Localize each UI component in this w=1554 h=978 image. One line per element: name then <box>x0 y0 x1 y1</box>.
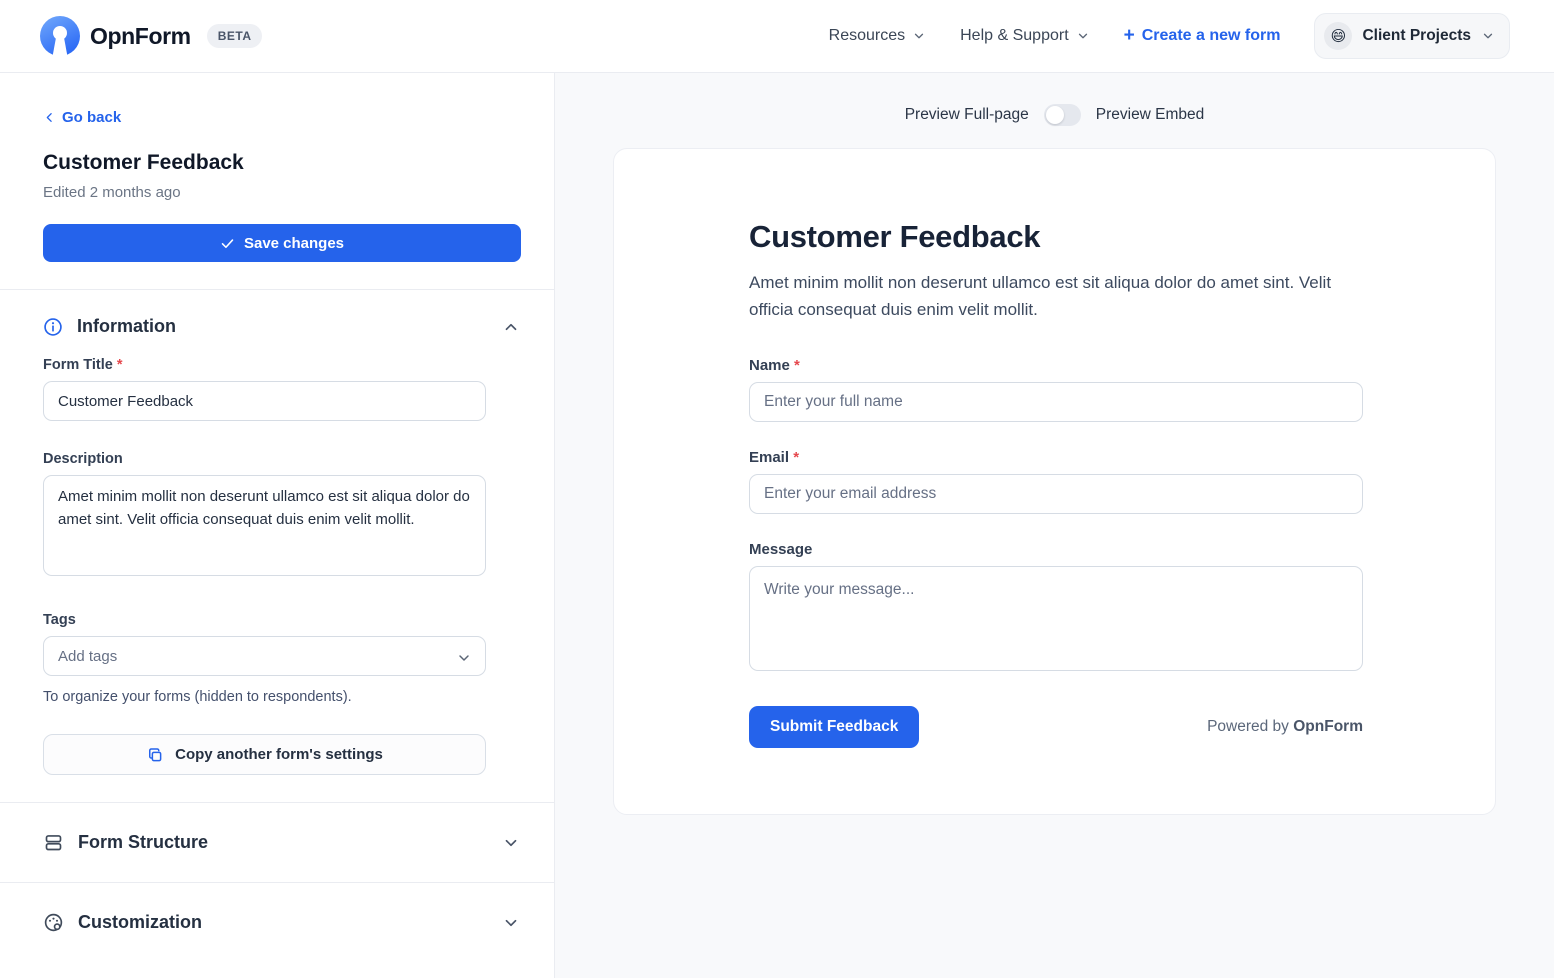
message-textarea[interactable] <box>749 566 1363 672</box>
copy-form-settings-button[interactable]: Copy another form's settings <box>43 734 486 775</box>
chevron-down-icon[interactable] <box>456 650 472 666</box>
brand[interactable]: OpnForm BETA <box>40 16 263 56</box>
header-nav: Resources Help & Support + Create a new … <box>829 13 1510 59</box>
plus-icon: + <box>1123 24 1135 46</box>
preview-fullpage-label[interactable]: Preview Full-page <box>904 106 1029 123</box>
chevron-left-icon <box>46 113 52 122</box>
app-header: OpnForm BETA Resources Help & Support + … <box>0 0 1554 73</box>
workspace-avatar: 😄 <box>1324 22 1353 50</box>
switch-knob <box>1045 106 1064 124</box>
copy-form-settings-label: Copy another form's settings <box>175 746 383 763</box>
tags-input[interactable] <box>43 636 486 676</box>
name-field-label: Name * <box>749 357 800 375</box>
form-preview-card: Customer Feedback Amet minim mollit non … <box>613 148 1496 815</box>
workspace-selector[interactable]: 😄 Client Projects <box>1314 13 1510 59</box>
description-textarea[interactable]: Amet minim mollit non deserunt ullamco e… <box>43 475 486 576</box>
required-mark: * <box>116 357 123 373</box>
preview-form-title: Customer Feedback <box>749 219 1041 254</box>
save-changes-label: Save changes <box>243 234 345 252</box>
preview-form-description: Amet minim mollit non deserunt ullamco e… <box>749 273 1332 319</box>
workspace-label: Client Projects <box>1362 27 1471 44</box>
chevron-down-icon <box>1483 33 1493 39</box>
tags-help-text: To organize your forms (hidden to respon… <box>43 689 352 705</box>
section-form-structure: Form Structure <box>0 802 554 882</box>
chevron-down-icon <box>1078 33 1087 39</box>
save-changes-button[interactable]: Save changes <box>43 224 521 262</box>
powered-by-brand: OpnForm <box>1293 718 1363 736</box>
powered-by-text[interactable]: Powered by OpnForm <box>1207 718 1363 736</box>
section-information: Information Form Title * Description Ame… <box>0 289 554 802</box>
preview-embed-label[interactable]: Preview Embed <box>1095 106 1205 123</box>
copy-icon <box>149 747 162 761</box>
preview-area: Preview Full-page Preview Embed Customer… <box>555 73 1554 978</box>
opnform-logo-icon <box>40 16 80 56</box>
tags-label: Tags <box>43 612 76 628</box>
palette-icon <box>44 913 63 932</box>
required-mark: * <box>794 357 800 375</box>
beta-badge: BETA <box>206 24 263 48</box>
info-icon <box>44 317 62 336</box>
form-title-label: Form Title * <box>43 357 123 373</box>
nav-resources[interactable]: Resources <box>829 27 926 45</box>
create-new-form-link[interactable]: + Create a new form <box>1123 24 1281 46</box>
email-field-label: Email * <box>749 449 800 467</box>
settings-sidebar: Go back Customer Feedback Edited 2 month… <box>0 73 555 978</box>
section-customization: Customization <box>0 882 554 962</box>
nav-help-support-label: Help & Support <box>960 27 1069 44</box>
section-information-header[interactable]: Information <box>0 290 554 357</box>
form-title-input[interactable] <box>43 381 486 421</box>
section-customization-title: Customization <box>78 912 202 932</box>
nav-resources-label: Resources <box>828 27 906 44</box>
section-form-structure-title: Form Structure <box>78 832 209 852</box>
create-new-form-label: Create a new form <box>1141 27 1281 44</box>
section-information-title: Information <box>77 316 176 336</box>
section-form-structure-header[interactable]: Form Structure <box>0 803 554 882</box>
preview-mode-toggle-row: Preview Full-page Preview Embed <box>555 104 1554 126</box>
last-edited-text: Edited 2 months ago <box>43 184 181 201</box>
check-icon <box>221 238 234 248</box>
preview-mode-switch[interactable] <box>1043 104 1081 126</box>
description-label: Description <box>43 451 123 467</box>
required-mark: * <box>793 449 800 467</box>
chevron-down-icon <box>914 33 924 39</box>
go-back-label: Go back <box>62 109 122 126</box>
form-name-heading: Customer Feedback <box>43 151 244 174</box>
nav-help-support[interactable]: Help & Support <box>960 27 1090 45</box>
email-input[interactable] <box>749 474 1363 515</box>
submit-feedback-button[interactable]: Submit Feedback <box>749 706 920 749</box>
message-field-label: Message <box>749 541 813 559</box>
chevron-up-icon[interactable] <box>502 318 520 336</box>
section-customization-header[interactable]: Customization <box>0 883 554 962</box>
go-back-link[interactable]: Go back <box>43 109 121 126</box>
chevron-down-icon[interactable] <box>502 914 520 932</box>
name-input[interactable] <box>749 382 1363 423</box>
brand-name: OpnForm <box>90 22 191 49</box>
chevron-down-icon[interactable] <box>502 834 520 852</box>
form-structure-icon <box>45 835 62 851</box>
